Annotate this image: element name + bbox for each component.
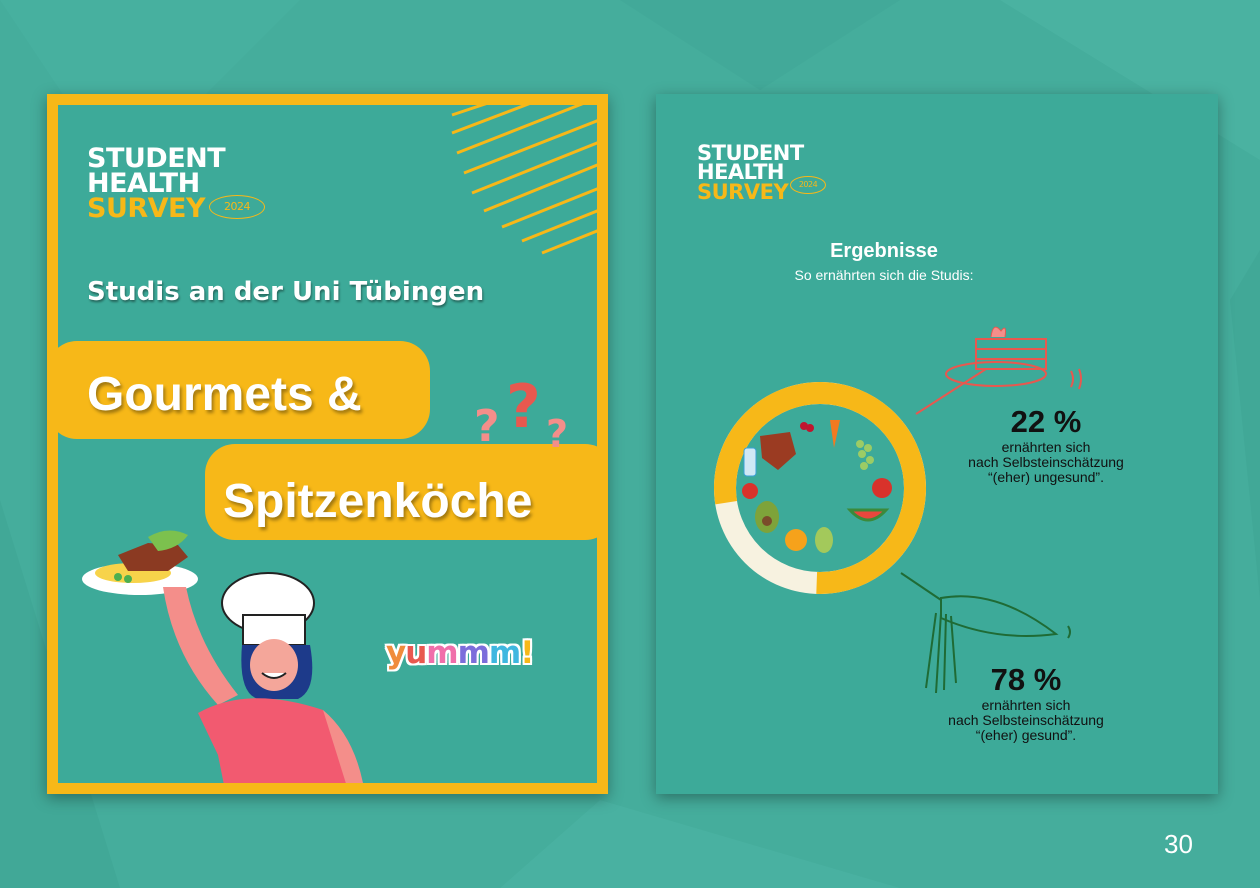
page-number: 30 [1164,829,1193,859]
results-page: STUDENT HEALTH SURVEY 2024 Ergebnisse So… [656,94,1218,794]
cake-icon [915,326,1082,415]
stripes-decoration [451,105,597,255]
stat-unhealthy-line1: ernährten sich [1001,439,1091,455]
logo-line-health: HEALTH [87,167,200,199]
title-band-bottom [205,444,597,540]
ring-healthy-segment [714,382,926,594]
survey-logo-small: STUDENT HEALTH SURVEY 2024 [697,141,826,204]
cover-title-line-2: Spitzenköche [223,475,533,528]
logo-year-badge: 2024 [209,195,265,219]
stat-healthy-line1: ernährten sich [981,697,1071,713]
cover-subtitle: Studis an der Uni Tübingen [87,277,485,307]
sticker-letter: m [457,635,490,671]
survey-logo: STUDENT HEALTH SURVEY 2024 [87,143,265,224]
stat-healthy-line3: “(eher) gesund”. [975,727,1077,743]
question-marks-icon: ? ? ? [474,375,568,456]
logo-line-student: STUDENT [697,141,804,165]
logo-line-student: STUDENT [87,143,226,174]
stat-healthy-line2: nach Selbsteinschätzung [948,712,1104,728]
chef-illustration [82,530,363,783]
diet-ring-chart [714,382,926,594]
stat-healthy-percent: 78 % [990,662,1062,697]
stat-unhealthy: 22 % ernährten sich nach Selbsteinschätz… [946,404,1146,485]
svg-text:?: ? [506,375,541,442]
sticker-letter: m [426,635,458,671]
cover-title-line-1: Gourmets & [87,368,362,421]
svg-text:?: ? [546,412,568,456]
stat-healthy: 78 % ernährten sich nach Selbsteinschätz… [926,662,1126,743]
results-subheading: So ernährten sich die Studis: [794,267,974,283]
results-heading: Ergebnisse [830,240,938,262]
title-band-top [58,341,430,439]
stat-unhealthy-line3: “(eher) ungesund”. [988,469,1104,485]
yummm-sticker: yummm! [386,635,534,671]
sticker-letter: y [386,635,406,671]
cover-page: STUDENT HEALTH SURVEY 2024 Studis an der… [47,94,608,794]
food-icons [742,420,892,553]
logo-line-survey: SURVEY [87,192,206,224]
sticker-letter: m [488,635,521,671]
logo-line-health: HEALTH [697,160,784,185]
logo-year-badge: 2024 [790,176,826,194]
stat-unhealthy-line2: nach Selbsteinschätzung [968,454,1124,470]
svg-text:?: ? [474,401,500,452]
sticker-letter: ! [520,635,534,671]
logo-line-survey: SURVEY [697,179,789,204]
sticker-letter: u [405,635,427,671]
stat-unhealthy-percent: 22 % [1010,404,1082,439]
carrot-icon [900,572,1071,694]
